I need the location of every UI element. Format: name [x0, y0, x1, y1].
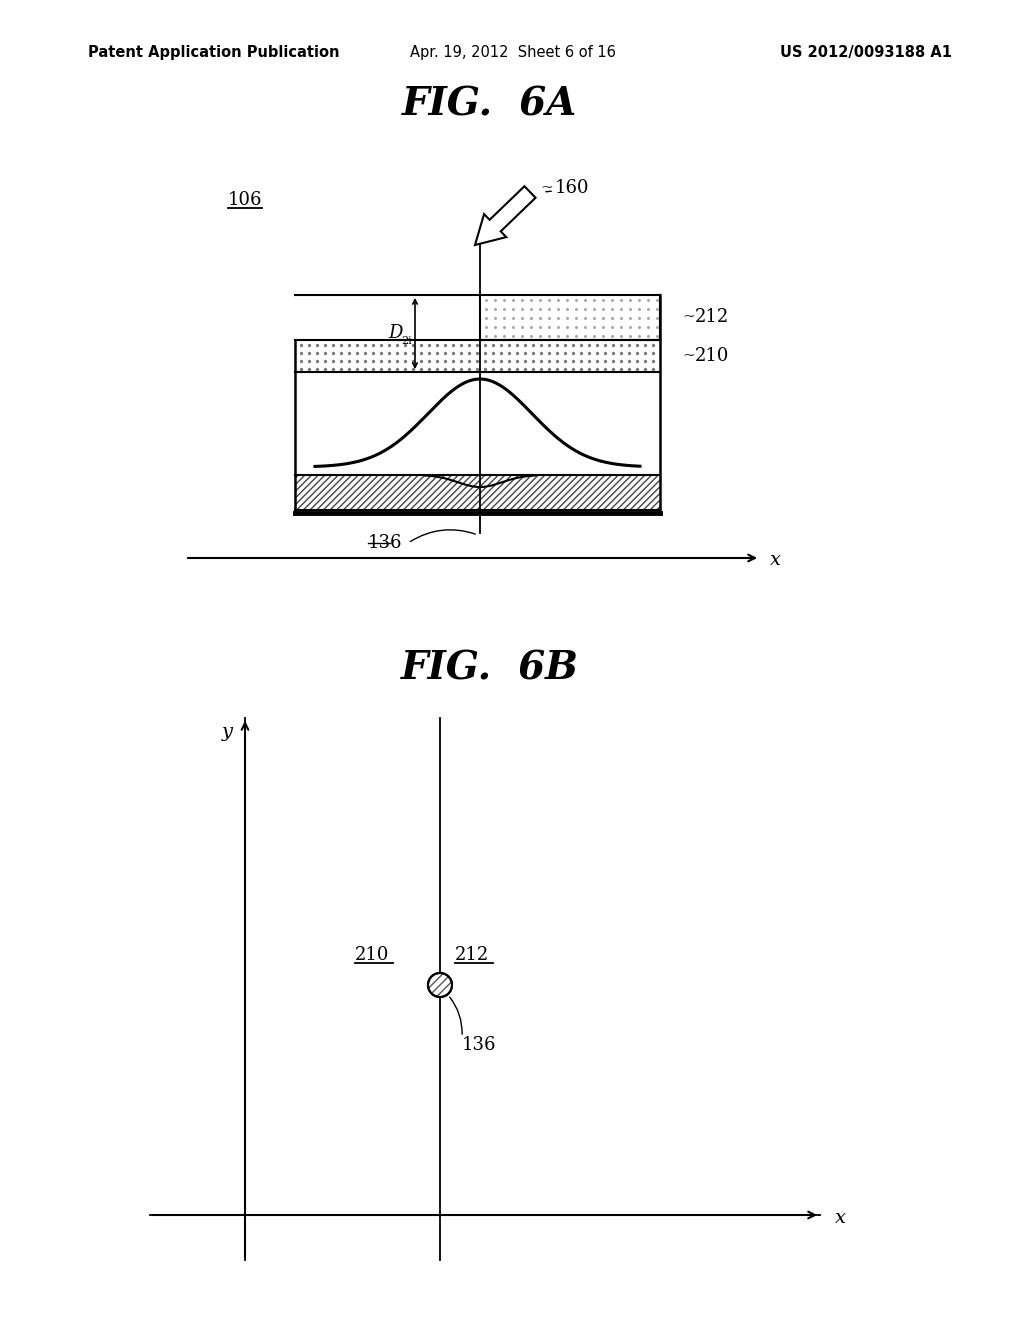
Text: y: y: [221, 723, 232, 741]
Text: D: D: [389, 325, 403, 342]
Text: x: x: [835, 1209, 846, 1228]
Text: ~: ~: [540, 181, 553, 195]
Text: 212: 212: [695, 309, 729, 326]
Text: 160: 160: [555, 180, 590, 197]
Circle shape: [428, 973, 452, 997]
Bar: [480, 294, 660, 341]
Text: 212: 212: [455, 946, 489, 964]
Bar: [295, 372, 660, 475]
Text: 106: 106: [228, 191, 262, 209]
Text: US 2012/0093188 A1: US 2012/0093188 A1: [780, 45, 952, 59]
Polygon shape: [475, 186, 536, 246]
Text: ~: ~: [682, 310, 694, 325]
Text: Patent Application Publication: Patent Application Publication: [88, 45, 340, 59]
Text: 136: 136: [462, 1036, 497, 1053]
Text: Apr. 19, 2012  Sheet 6 of 16: Apr. 19, 2012 Sheet 6 of 16: [410, 45, 615, 59]
Text: ~: ~: [682, 348, 694, 363]
Text: FIG.  6B: FIG. 6B: [401, 649, 579, 686]
Text: 136: 136: [368, 535, 402, 552]
Text: 210: 210: [695, 347, 729, 366]
Text: 2i: 2i: [401, 335, 412, 346]
Bar: [295, 475, 660, 510]
Bar: [295, 341, 660, 372]
Text: 210: 210: [355, 946, 389, 964]
Text: x: x: [770, 550, 781, 569]
Text: FIG.  6A: FIG. 6A: [402, 86, 578, 124]
